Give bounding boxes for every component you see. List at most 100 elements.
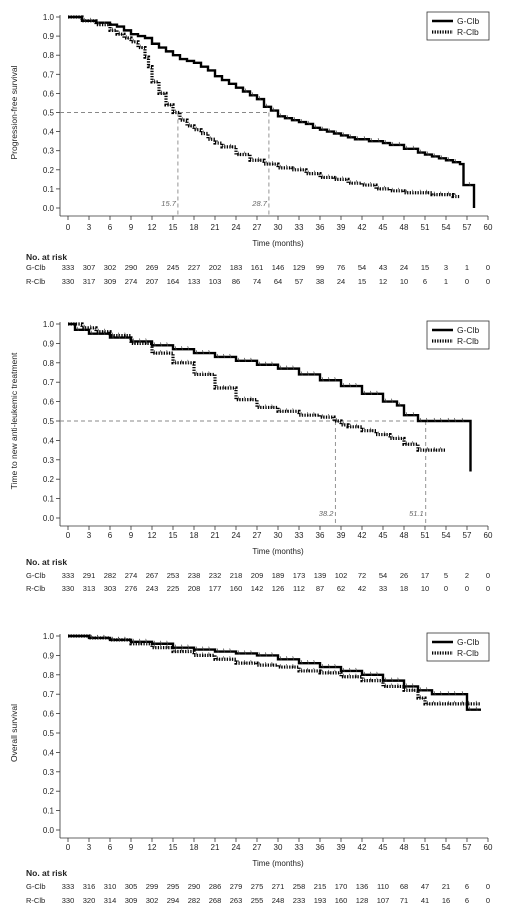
censor-mark — [139, 44, 142, 49]
censor-mark — [377, 431, 380, 436]
censor-mark — [132, 638, 135, 643]
risk-value: 282 — [188, 896, 201, 905]
risk-value: 5 — [444, 571, 448, 580]
censor-mark — [90, 324, 92, 329]
risk-value: 62 — [337, 584, 345, 593]
censor-mark — [286, 656, 288, 661]
censor-mark — [153, 640, 156, 645]
censor-mark — [83, 17, 86, 22]
censor-mark — [419, 189, 422, 194]
censor-mark — [97, 634, 99, 640]
risk-value: 43 — [379, 263, 387, 272]
risk-row-label: G-Clb — [26, 882, 46, 891]
y-tick-label: 0.8 — [43, 51, 55, 60]
censor-mark — [384, 431, 386, 436]
legend-label-g-clb: G-Clb — [457, 637, 479, 647]
censor-mark — [181, 359, 183, 364]
risk-value: 263 — [230, 896, 243, 905]
risk-value: 86 — [232, 277, 240, 286]
censor-marks-r-clb — [83, 324, 442, 452]
risk-row-label: R-Clb — [26, 277, 45, 286]
censor-mark — [307, 120, 310, 126]
x-tick-label: 54 — [442, 843, 451, 852]
censor-mark — [216, 384, 219, 390]
censor-mark — [244, 396, 246, 401]
x-tick-label: 18 — [190, 531, 199, 540]
censor-mark — [461, 691, 464, 696]
risk-value: 286 — [209, 882, 222, 891]
censor-mark — [313, 412, 316, 417]
censor-mark — [307, 170, 310, 175]
censor-mark — [328, 128, 331, 133]
censor-mark — [398, 141, 401, 147]
censor-mark — [440, 417, 442, 423]
risk-value: 330 — [62, 277, 75, 286]
censor-mark — [293, 117, 296, 122]
y-tick-label: 0.2 — [43, 166, 55, 175]
series-line-r-clb — [68, 322, 446, 452]
censor-mark — [454, 193, 457, 198]
legend-label-r-clb: R-Clb — [457, 336, 479, 346]
censor-mark — [355, 667, 358, 673]
legend-label-r-clb: R-Clb — [457, 27, 479, 37]
censor-mark — [433, 446, 436, 452]
risk-value: 160 — [335, 896, 348, 905]
risk-value: 233 — [293, 896, 306, 905]
censor-mark — [468, 706, 471, 711]
censor-mark — [468, 700, 470, 706]
censor-mark — [398, 402, 401, 407]
censor-mark — [145, 638, 148, 643]
risk-value: 305 — [125, 882, 138, 891]
censor-mark — [433, 153, 436, 158]
censor-mark — [216, 656, 219, 661]
series-line-g-clb — [68, 15, 476, 208]
censor-mark — [223, 384, 225, 390]
risk-value: 330 — [62, 896, 75, 905]
risk-value: 253 — [167, 571, 180, 580]
risk-value: 170 — [335, 882, 348, 891]
censor-mark — [187, 648, 190, 653]
risk-value: 173 — [293, 571, 306, 580]
risk-value: 17 — [421, 571, 429, 580]
censor-mark — [286, 663, 288, 669]
censor-mark — [328, 663, 330, 669]
censor-mark — [461, 700, 464, 706]
censor-marks-r-clb — [83, 17, 457, 198]
risk-value: 15 — [421, 263, 429, 272]
censor-mark — [153, 349, 156, 355]
censor-mark — [292, 408, 295, 413]
censor-mark — [475, 700, 478, 706]
x-tick-label: 45 — [379, 223, 388, 232]
risk-value: 309 — [125, 896, 138, 905]
median-label: 51.1 — [409, 509, 424, 518]
censor-mark — [355, 673, 358, 678]
risk-value: 126 — [272, 584, 285, 593]
censor-mark — [461, 417, 464, 423]
censor-mark — [286, 115, 289, 120]
x-tick-label: 33 — [295, 843, 304, 852]
censor-mark — [258, 652, 261, 657]
y-tick-label: 0.9 — [43, 339, 55, 348]
censor-mark — [349, 667, 351, 673]
risk-value: 232 — [209, 571, 222, 580]
risk-value: 146 — [272, 263, 285, 272]
censor-mark — [300, 660, 303, 665]
risk-value: 333 — [62, 571, 75, 580]
y-tick-label: 0.0 — [43, 514, 55, 523]
risk-value: 290 — [125, 263, 138, 272]
y-tick-label: 1.0 — [43, 632, 55, 641]
censor-mark — [307, 660, 309, 665]
censor-mark — [83, 324, 86, 329]
censor-mark — [76, 326, 79, 331]
risk-value: 274 — [125, 571, 138, 580]
risk-value: 57 — [295, 277, 303, 286]
censor-mark — [132, 38, 135, 43]
censor-mark — [187, 644, 190, 649]
censor-mark — [321, 126, 324, 131]
censor-mark — [181, 644, 183, 649]
censor-mark — [97, 328, 100, 333]
censor-mark — [356, 423, 358, 428]
censor-mark — [286, 365, 288, 370]
censor-mark — [342, 421, 345, 426]
censor-mark — [244, 650, 246, 655]
